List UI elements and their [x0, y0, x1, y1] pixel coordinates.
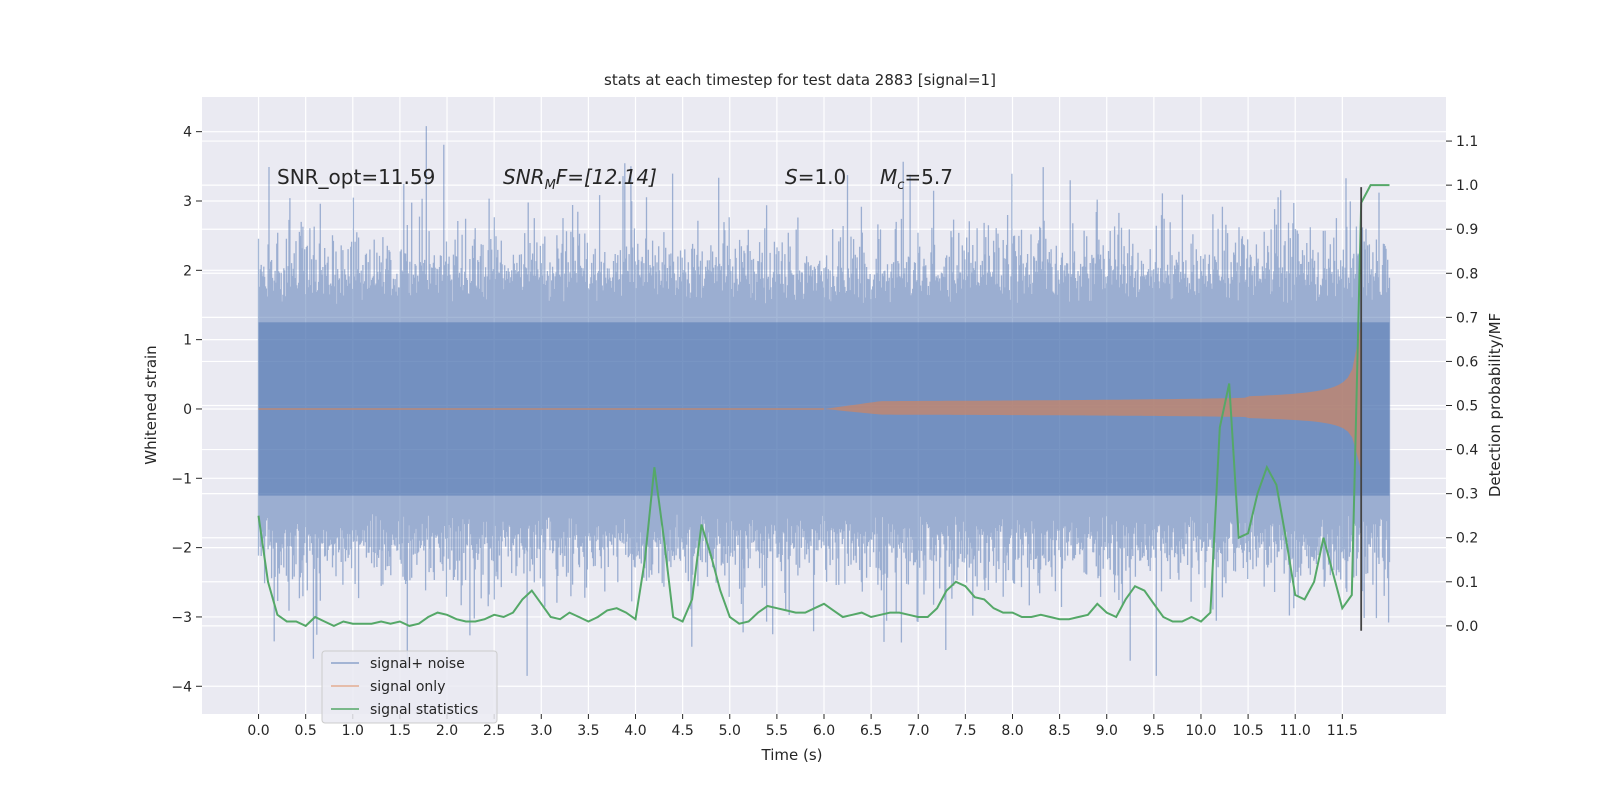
- y2-tick-label-6: 0.6: [1456, 354, 1478, 370]
- x-tick-label-11: 5.5: [766, 723, 788, 739]
- y-axis-label: Whitened strain: [142, 345, 160, 464]
- annotation-snr-mf-f: F=[12.14]: [556, 165, 657, 189]
- y2-tick-label-8: 0.8: [1456, 266, 1478, 282]
- x-tick-label-13: 6.5: [860, 723, 882, 739]
- y2-tick-label-1: 0.1: [1456, 575, 1478, 591]
- annotation-mc-var: M: [880, 165, 897, 189]
- x-tick-label-21: 10.5: [1233, 723, 1264, 739]
- y2-tick-label-9: 0.9: [1456, 222, 1478, 238]
- signal-statistics-line: [257, 184, 1390, 628]
- annotation-snr-opt: SNR_opt=11.59: [277, 165, 435, 189]
- x-tick-label-3: 1.5: [389, 723, 411, 739]
- x-tick-label-9: 4.5: [672, 723, 694, 739]
- legend-label-signal: signal only: [370, 679, 445, 695]
- y-tick-label-1: −3: [171, 610, 192, 626]
- x-tick-label-12: 6.0: [813, 723, 835, 739]
- x-tick-label-15: 7.5: [954, 723, 976, 739]
- x-tick-label-0: 0.0: [247, 723, 269, 739]
- annotation-mc: Mc=5.7: [880, 165, 953, 193]
- x-tick-label-23: 11.5: [1327, 723, 1358, 739]
- y-tick-label-4: 0: [183, 402, 192, 418]
- x-tick-label-10: 5.0: [719, 723, 741, 739]
- signal-statistics-series: [257, 184, 1390, 628]
- axis-ticks: 0.0 0.5 1.0 1.5 2.0 2.5 3.0 3.5 4.0 4.5 5.0 5.5 6.0 6…: [171, 125, 1478, 739]
- y2-tick-label-0: 0.0: [1456, 619, 1478, 635]
- legend: signal+ noise signal only signal statist…: [321, 650, 498, 724]
- y-tick-label-6: 2: [183, 263, 192, 279]
- x-tick-label-14: 7.0: [907, 723, 929, 739]
- y2-tick-label-3: 0.3: [1456, 487, 1478, 503]
- y-tick-label-3: −1: [171, 471, 192, 487]
- signal-envelope: [824, 322, 1362, 471]
- x-tick-label-20: 10.0: [1185, 723, 1216, 739]
- annotation-snr-mf: SNRMF=[12.14]: [503, 165, 657, 193]
- legend-box: [321, 650, 498, 724]
- x-axis-label: Time (s): [761, 746, 823, 764]
- x-tick-label-7: 3.5: [577, 723, 599, 739]
- x-tick-label-5: 2.5: [483, 723, 505, 739]
- y-tick-label-7: 3: [183, 194, 192, 210]
- y2-tick-label-10: 1.0: [1456, 178, 1478, 194]
- x-tick-label-19: 9.5: [1143, 723, 1165, 739]
- x-tick-label-1: 0.5: [295, 723, 317, 739]
- chart-title: stats at each timestep for test data 288…: [604, 71, 996, 89]
- x-tick-label-18: 9.0: [1096, 723, 1118, 739]
- annotation-snr-mf-main: SNR: [503, 165, 545, 189]
- y2-tick-label-7: 0.7: [1456, 310, 1478, 326]
- y-tick-label-2: −2: [171, 541, 192, 557]
- y2-axis-label: Detection probability/MF: [1486, 313, 1504, 497]
- legend-label-statistics: signal statistics: [370, 702, 478, 718]
- x-tick-label-2: 1.0: [342, 723, 364, 739]
- x-tick-label-16: 8.0: [1001, 723, 1023, 739]
- annotation-mc-sub: c: [897, 178, 904, 193]
- x-tick-label-8: 4.0: [624, 723, 646, 739]
- x-tick-label-4: 2.0: [436, 723, 458, 739]
- y2-tick-label-4: 0.4: [1456, 443, 1478, 459]
- y-tick-label-8: 4: [183, 125, 192, 141]
- y2-tick-label-11: 1.1: [1456, 134, 1478, 150]
- x-tick-label-22: 11.0: [1280, 723, 1311, 739]
- legend-label-noise: signal+ noise: [370, 656, 465, 672]
- y-tick-label-0: −4: [171, 679, 192, 695]
- annotation-snr-mf-sub: M: [545, 178, 556, 193]
- y2-tick-label-5: 0.5: [1456, 399, 1478, 415]
- x-tick-label-17: 8.5: [1048, 723, 1070, 739]
- annotation-s-var: S: [785, 165, 798, 189]
- annotation-s-value: =1.0: [798, 165, 847, 189]
- x-tick-label-6: 3.0: [530, 723, 552, 739]
- annotation-s: S=1.0: [785, 165, 846, 189]
- annotation-mc-value: =5.7: [904, 165, 953, 189]
- signal-only-series: [258, 322, 1362, 471]
- y2-tick-label-2: 0.2: [1456, 531, 1478, 547]
- y-tick-label-5: 1: [183, 333, 192, 349]
